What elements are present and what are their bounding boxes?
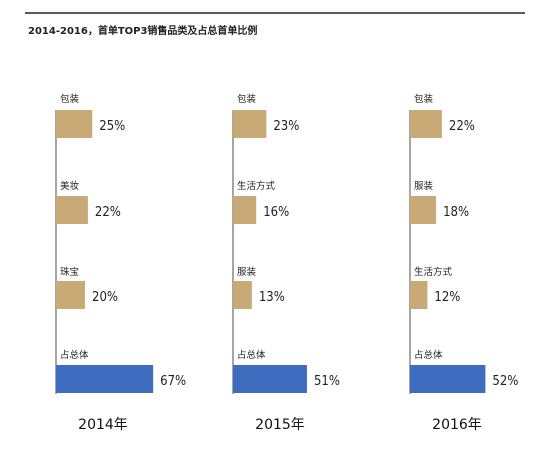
- value-label: 52%: [492, 374, 518, 389]
- title-rule: [25, 12, 525, 14]
- category-bar: [410, 196, 437, 224]
- year-label: 2016年: [432, 417, 482, 433]
- category-label: 服装: [237, 266, 257, 278]
- year-label: 2015年: [255, 417, 305, 433]
- category-bar: [56, 196, 88, 224]
- chart-title: 2014-2016，首单TOP3销售品类及占总首单比例: [28, 26, 258, 37]
- value-label: 22%: [95, 205, 121, 220]
- category-bar: [56, 110, 93, 138]
- value-label: 51%: [314, 374, 340, 389]
- category-label: 占总体: [237, 349, 266, 361]
- value-label: 23%: [273, 119, 299, 134]
- total-bar: [56, 365, 154, 393]
- value-label: 25%: [99, 119, 125, 134]
- category-label: 美妆: [60, 180, 80, 192]
- value-label: 16%: [263, 205, 289, 220]
- value-label: 20%: [92, 290, 118, 305]
- category-label: 包装: [60, 93, 80, 105]
- category-bar: [233, 196, 257, 224]
- category-bar: [56, 281, 85, 309]
- category-label: 占总体: [414, 349, 443, 361]
- value-label: 67%: [160, 374, 186, 389]
- category-label: 包装: [237, 93, 257, 105]
- value-label: 13%: [259, 290, 285, 305]
- category-label: 生活方式: [414, 266, 453, 278]
- category-label: 包装: [414, 93, 434, 105]
- total-bar: [410, 365, 486, 393]
- category-bar: [410, 281, 428, 309]
- category-label: 珠宝: [60, 266, 79, 278]
- category-bar: [233, 110, 267, 138]
- category-label: 占总体: [60, 349, 89, 361]
- year-label: 2014年: [78, 417, 128, 433]
- value-label: 18%: [443, 205, 469, 220]
- category-label: 生活方式: [237, 180, 276, 192]
- total-bar: [233, 365, 307, 393]
- value-label: 12%: [434, 290, 460, 305]
- category-label: 服装: [414, 180, 434, 192]
- value-label: 22%: [449, 119, 475, 134]
- category-bar: [233, 281, 252, 309]
- category-bar: [410, 110, 442, 138]
